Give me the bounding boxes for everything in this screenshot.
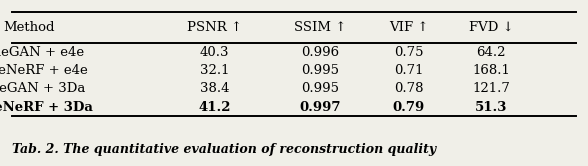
Text: 0.995: 0.995 <box>302 82 339 95</box>
Text: 121.7: 121.7 <box>472 82 510 95</box>
Text: Tab. 2. The quantitative evaluation of reconstruction quality: Tab. 2. The quantitative evaluation of r… <box>12 143 436 156</box>
Text: VIF ↑: VIF ↑ <box>389 21 429 34</box>
Text: 0.71: 0.71 <box>394 64 423 77</box>
Text: 168.1: 168.1 <box>472 64 510 77</box>
Text: FVD ↓: FVD ↓ <box>469 21 513 34</box>
Text: 32.1: 32.1 <box>200 64 229 77</box>
Text: StyleNeRF + 3Da: StyleNeRF + 3Da <box>0 101 93 114</box>
Text: 51.3: 51.3 <box>475 101 507 114</box>
Text: 0.78: 0.78 <box>394 82 423 95</box>
Text: StyleNeRF + e4e: StyleNeRF + e4e <box>0 64 87 77</box>
Text: 64.2: 64.2 <box>476 46 506 59</box>
Text: 38.4: 38.4 <box>200 82 229 95</box>
Text: 41.2: 41.2 <box>198 101 231 114</box>
Text: StyleGAN + 3Da: StyleGAN + 3Da <box>0 82 86 95</box>
Text: PSNR ↑: PSNR ↑ <box>187 21 242 34</box>
Text: 0.75: 0.75 <box>394 46 423 59</box>
Text: 0.996: 0.996 <box>302 46 339 59</box>
Text: 0.997: 0.997 <box>300 101 341 114</box>
Text: SSIM ↑: SSIM ↑ <box>294 21 347 34</box>
Text: 40.3: 40.3 <box>200 46 229 59</box>
Text: Method: Method <box>4 21 55 34</box>
Text: StyleGAN + e4e: StyleGAN + e4e <box>0 46 84 59</box>
Text: 0.995: 0.995 <box>302 64 339 77</box>
Text: 0.79: 0.79 <box>393 101 425 114</box>
